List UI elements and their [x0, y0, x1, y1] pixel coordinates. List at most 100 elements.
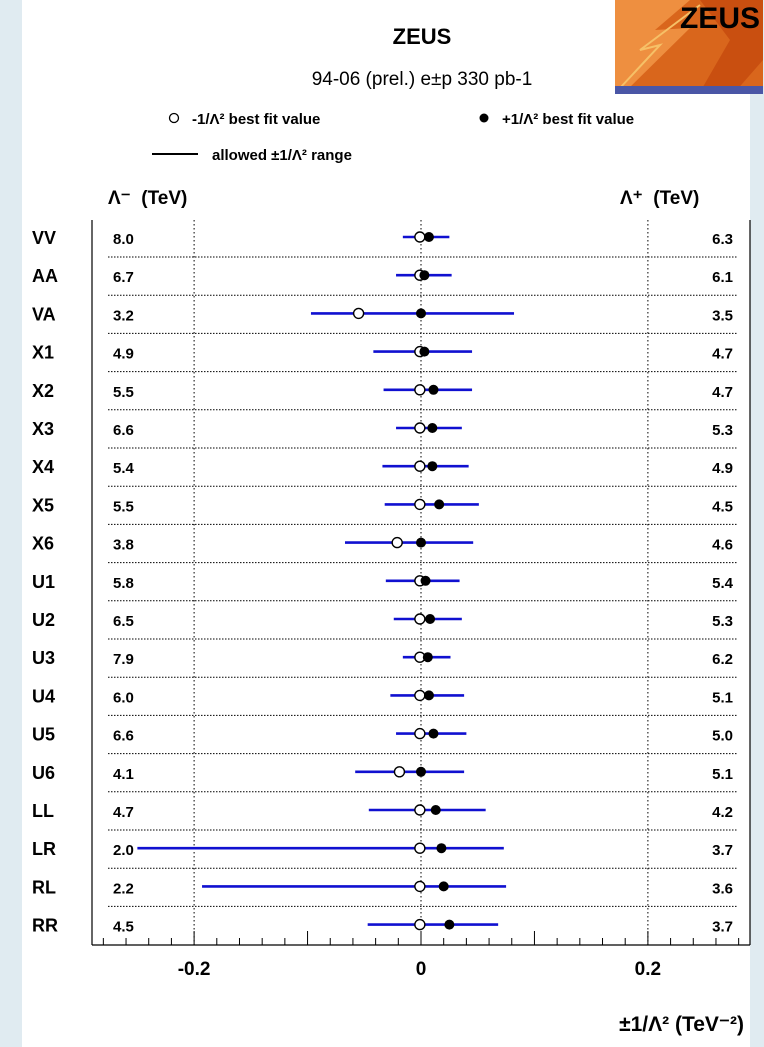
lambda-plus-value: 5.1: [712, 766, 733, 783]
minus-best-fit-marker: [414, 231, 426, 243]
lambda-plus-value: 5.1: [712, 689, 733, 706]
model-name: U5: [32, 725, 55, 745]
minus-best-fit-marker: [414, 842, 426, 854]
model-name: AA: [32, 266, 58, 286]
model-name: VA: [32, 304, 56, 324]
minus-best-fit-marker: [414, 613, 426, 625]
lambda-minus-value: 6.7: [113, 269, 134, 286]
model-row: U2 6.5 5.3: [32, 610, 733, 630]
model-name: U1: [32, 572, 55, 592]
plus-best-fit-marker: [416, 766, 426, 777]
model-name: LL: [32, 801, 54, 821]
lambda-minus-value: 3.8: [113, 537, 134, 554]
plus-best-fit-marker: [427, 423, 438, 433]
lambda-minus-value: 2.0: [113, 842, 134, 859]
model-name: X6: [32, 534, 54, 554]
plus-best-fit-marker: [416, 537, 426, 548]
plus-best-fit-marker: [427, 461, 438, 472]
right-column-header: Λ⁺ (TeV): [620, 188, 699, 209]
plus-best-fit-marker: [428, 728, 439, 739]
x-axis-label: ±1/Λ² (TeV⁻²): [619, 1013, 744, 1036]
model-row: U5 6.6 5.0: [32, 725, 733, 745]
x-tick-label: 0: [416, 959, 427, 980]
model-name: X5: [32, 495, 54, 515]
minus-best-fit-marker: [414, 422, 426, 434]
plus-best-fit-marker: [423, 690, 434, 701]
minus-best-fit-marker: [414, 804, 426, 816]
plus-best-fit-marker: [438, 881, 449, 892]
minus-best-fit-marker: [414, 727, 426, 740]
lambda-plus-value: 5.3: [712, 613, 733, 630]
model-name: X4: [32, 457, 54, 477]
plus-best-fit-marker: [436, 843, 447, 854]
model-row: X1 4.9 4.7: [32, 343, 733, 363]
lambda-plus-value: 6.1: [712, 269, 733, 286]
plus-best-fit-marker: [434, 499, 445, 510]
model-name: U3: [32, 648, 55, 668]
model-row: X4 5.4 4.9: [32, 457, 733, 477]
model-row: AA 6.7 6.1: [32, 266, 733, 286]
lambda-plus-value: 6.2: [712, 651, 733, 668]
minus-best-fit-marker: [414, 689, 426, 702]
lambda-minus-value: 4.7: [113, 804, 134, 821]
model-row: X2 5.5 4.7: [32, 381, 733, 401]
model-name: VV: [32, 228, 56, 248]
x-tick-label: -0.2: [178, 959, 211, 980]
plus-best-fit-marker: [416, 308, 426, 319]
lambda-minus-value: 6.0: [113, 689, 134, 706]
chart-subtitle: 94-06 (prel.) e±p 330 pb-1: [312, 69, 533, 90]
model-rows: VV 8.0 6.3 AA 6.7 6.1 VA 3.2 3.5 X1 4.9 4.7 X2 5.5 4.7…: [32, 228, 734, 936]
lambda-minus-value: 5.5: [113, 498, 134, 515]
plus-best-fit-marker: [423, 232, 434, 242]
model-name: RL: [32, 877, 56, 897]
minus-best-fit-marker: [352, 307, 365, 320]
lambda-plus-value: 4.9: [712, 460, 733, 477]
legend-plus-label: +1/Λ² best fit value: [502, 111, 634, 128]
plus-best-fit-marker: [430, 805, 441, 815]
model-row: X5 5.5 4.5: [32, 495, 733, 515]
lambda-minus-value: 8.0: [113, 231, 134, 248]
legend-minus-label: -1/Λ² best fit value: [192, 111, 320, 128]
lambda-minus-value: 6.5: [113, 613, 134, 630]
lambda-plus-value: 4.7: [712, 384, 733, 401]
lambda-minus-value: 6.6: [113, 728, 134, 745]
x-axis: -0.2 0 0.2: [102, 931, 740, 980]
lambda-minus-value: 7.9: [113, 651, 134, 668]
model-row: X3 6.6 5.3: [32, 419, 733, 439]
lambda-plus-value: 4.6: [712, 537, 733, 554]
minus-best-fit-marker: [414, 498, 426, 511]
lambda-minus-value: 4.1: [113, 766, 134, 783]
minus-best-fit-marker: [414, 384, 426, 396]
model-name: U2: [32, 610, 55, 630]
model-row: LR 2.0 3.7: [32, 839, 733, 859]
grid: [108, 220, 738, 945]
lambda-minus-value: 3.2: [113, 307, 134, 324]
lambda-minus-value: 5.4: [113, 460, 135, 477]
legend-filled-marker: [479, 113, 489, 123]
model-name: X3: [32, 419, 54, 439]
model-row: U6 4.1 5.1: [32, 763, 733, 783]
lambda-minus-value: 5.5: [113, 384, 134, 401]
lambda-minus-value: 4.9: [113, 346, 134, 363]
model-name: U6: [32, 763, 55, 783]
model-row: LL 4.7 4.2: [32, 801, 733, 821]
lambda-plus-value: 3.7: [712, 919, 733, 936]
lambda-plus-value: 5.4: [712, 575, 734, 592]
model-row: U4 6.0 5.1: [32, 686, 733, 706]
zeus-logo: ZEUS: [615, 0, 763, 94]
model-name: LR: [32, 839, 56, 859]
lambda-minus-value: 6.6: [113, 422, 134, 439]
lambda-minus-value: 5.8: [113, 575, 134, 592]
model-row: RL 2.2 3.6: [32, 877, 733, 897]
plus-best-fit-marker: [422, 652, 433, 663]
chart-title: ZEUS: [393, 24, 452, 49]
plus-best-fit-marker: [419, 270, 430, 281]
plus-best-fit-marker: [444, 919, 455, 930]
model-name: RR: [32, 916, 58, 936]
model-row: VV 8.0 6.3: [32, 228, 733, 248]
legend: -1/Λ² best fit value +1/Λ² best fit valu…: [152, 111, 634, 164]
minus-best-fit-marker: [414, 880, 426, 893]
model-row: X6 3.8 4.6: [32, 534, 733, 554]
legend-open-marker: [168, 112, 180, 124]
